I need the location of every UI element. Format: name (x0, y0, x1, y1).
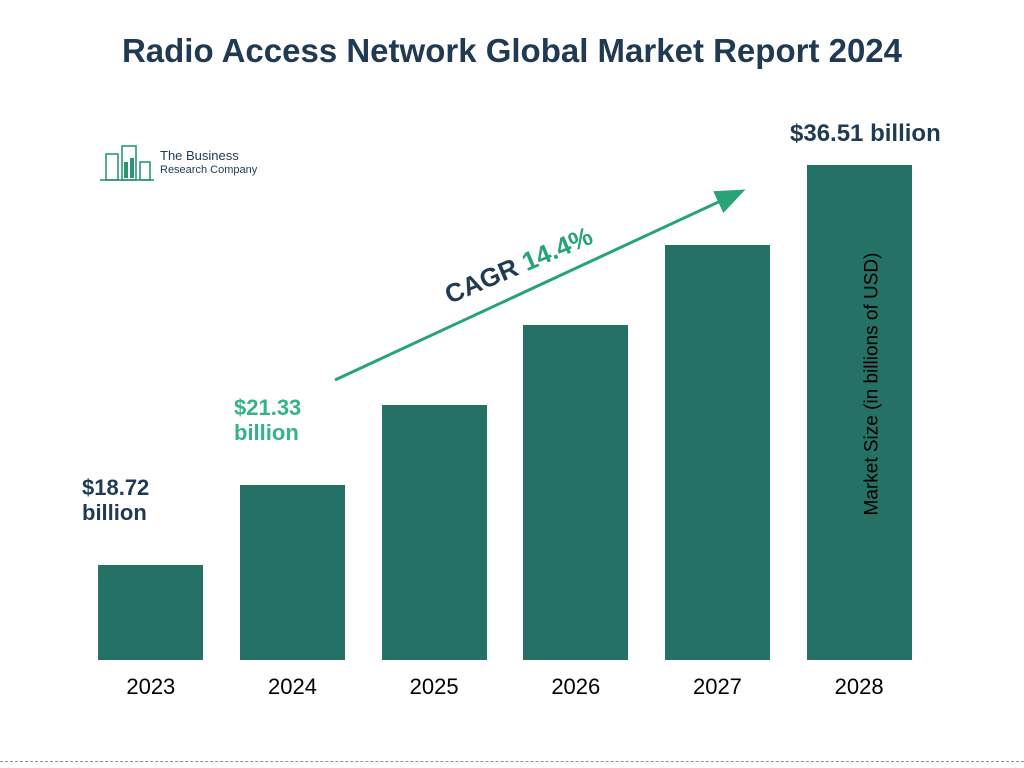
y-axis-label: Market Size (in billions of USD) (862, 253, 884, 516)
chart-title: Radio Access Network Global Market Repor… (0, 30, 1024, 71)
chart-area: 2023 2024 2025 2026 2027 2028 (80, 140, 930, 700)
bar-2023 (98, 565, 203, 660)
x-label: 2025 (374, 674, 494, 700)
bar-2025 (382, 405, 487, 660)
title-text: Radio Access Network Global Market Repor… (122, 32, 902, 69)
bar-2026 (523, 325, 628, 660)
value-label: $21.33billion (234, 395, 301, 446)
value-label: $18.72billion (82, 475, 149, 526)
x-label: 2024 (232, 674, 352, 700)
bar-2028 (807, 165, 912, 660)
value-label: $36.51 billion (790, 120, 941, 148)
bottom-dash-border (0, 761, 1024, 762)
bar-group (799, 165, 919, 660)
x-label: 2026 (516, 674, 636, 700)
x-label: 2027 (657, 674, 777, 700)
bar-group (374, 405, 494, 660)
bar-group (232, 485, 352, 660)
bar-group (516, 325, 636, 660)
bar-group (91, 565, 211, 660)
x-label: 2028 (799, 674, 919, 700)
x-axis-labels: 2023 2024 2025 2026 2027 2028 (80, 674, 930, 700)
bars-container (80, 140, 930, 660)
bar-2024 (240, 485, 345, 660)
bar-2027 (665, 245, 770, 660)
x-label: 2023 (91, 674, 211, 700)
bar-group (657, 245, 777, 660)
